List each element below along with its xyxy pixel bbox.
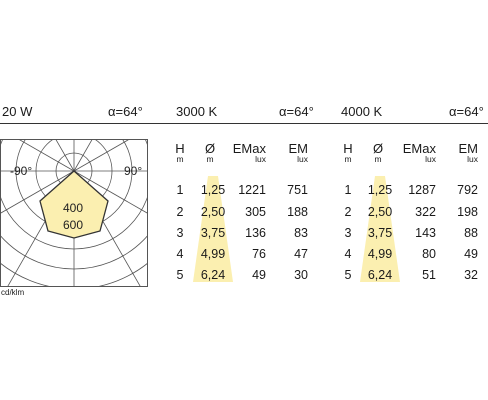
t3000-r5-emax: 49 [252,268,266,282]
t4000-r3-h: 3 [344,226,352,240]
ring-label-600: 600 [63,218,83,232]
beam-curve [39,170,109,239]
t4000-r5-emax: 51 [422,268,436,282]
cone-4000-shape [360,176,400,282]
t3000-r2-em: 188 [287,205,308,219]
t3000-r1-emax: 1221 [238,183,266,197]
col-h-3000: H m [175,141,185,164]
power-rating: 20 W [2,104,33,119]
polar-light-distribution-diagram: -90° 90° 400 600 [0,139,148,287]
col-h-4000: H m [343,141,353,164]
t4000-r4-d: 4,99 [367,247,393,261]
col-d-4000: Ø m [372,141,384,164]
t3000-r3-em: 83 [294,226,308,240]
t4000-r2-h: 2 [344,205,352,219]
t3000-r4-emax: 76 [252,247,266,261]
t4000-r5-d: 6,24 [367,268,393,282]
t3000-r2-d: 2,50 [200,205,226,219]
header-divider [0,123,488,124]
t3000-r5-d: 6,24 [200,268,226,282]
t3000-r4-h: 4 [176,247,184,261]
angle-label-left: -90° [10,164,32,178]
t4000-r2-em: 198 [457,205,478,219]
t3000-r3-d: 3,75 [200,226,226,240]
t3000-r2-h: 2 [176,205,184,219]
col-d-3000: Ø m [204,141,216,164]
t4000-r4-em: 49 [464,247,478,261]
col-em-3000: EM lux [288,141,309,164]
t4000-r3-d: 3,75 [367,226,393,240]
t4000-r3-emax: 143 [415,226,436,240]
t3000-r5-h: 5 [176,268,184,282]
angle-label-right: 90° [124,164,142,178]
beam-angle-mid: α=64° [279,104,314,119]
t4000-r1-d: 1,25 [367,183,393,197]
t4000-r5-em: 32 [464,268,478,282]
t3000-r5-em: 30 [294,268,308,282]
t4000-r1-em: 792 [457,183,478,197]
cone-4000 [360,176,400,282]
col-emax-4000: EMax lux [402,141,436,164]
t3000-r2-emax: 305 [245,205,266,219]
cone-3000 [193,176,233,282]
t4000-r1-emax: 1287 [408,183,436,197]
t4000-r4-h: 4 [344,247,352,261]
beam-angle-right: α=64° [449,104,484,119]
t3000-r3-h: 3 [176,226,184,240]
intensity-unit: cd/klm [1,288,25,297]
cct-3000-label: 3000 K [176,104,218,119]
ring-label-400: 400 [63,201,83,215]
t3000-r1-em: 751 [287,183,308,197]
cone-3000-shape [193,176,233,282]
t4000-r4-emax: 80 [422,247,436,261]
t4000-r2-emax: 322 [415,205,436,219]
t4000-r1-h: 1 [344,183,352,197]
col-em-4000: EM lux [458,141,479,164]
t3000-r1-d: 1,25 [200,183,226,197]
t3000-r3-emax: 136 [245,226,266,240]
col-emax-3000: EMax lux [232,141,266,164]
t4000-r2-d: 2,50 [367,205,393,219]
t4000-r3-em: 88 [464,226,478,240]
beam-angle-left: α=64° [108,104,143,119]
t3000-r4-d: 4,99 [200,247,226,261]
t3000-r1-h: 1 [176,183,184,197]
t3000-r4-em: 47 [294,247,308,261]
t4000-r5-h: 5 [344,268,352,282]
cct-4000-label: 4000 K [341,104,383,119]
